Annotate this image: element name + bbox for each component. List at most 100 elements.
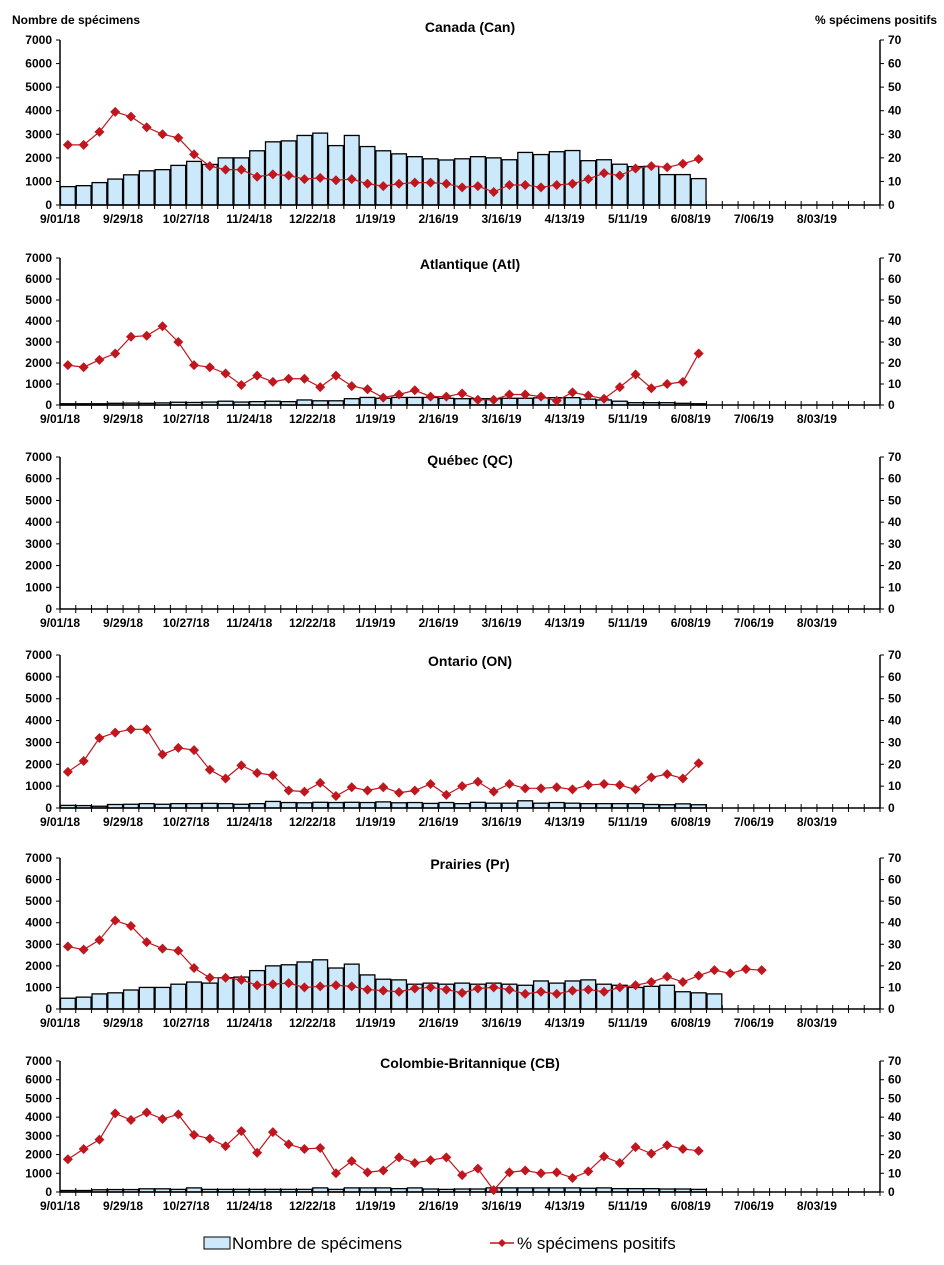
left-tick-label: 6000 (25, 670, 52, 684)
percent-marker (425, 982, 436, 993)
x-tick-label: 11/24/18 (226, 212, 272, 226)
percent-marker (330, 1168, 341, 1179)
right-tick-label: 30 (888, 335, 902, 349)
percent-marker (346, 782, 357, 793)
percent-marker (472, 181, 483, 192)
x-tick-label: 4/13/19 (545, 1016, 585, 1030)
bar (138, 986, 155, 1010)
percent-marker (551, 988, 562, 999)
bar (186, 981, 203, 1010)
percent-marker (614, 170, 625, 181)
left-tick-label: 4000 (25, 515, 52, 529)
bar (659, 173, 676, 206)
bar (122, 989, 139, 1010)
left-tick-label: 3000 (25, 127, 52, 141)
percent-marker (394, 787, 405, 798)
x-tick-label: 6/08/19 (671, 815, 711, 829)
x-tick-label: 3/16/19 (482, 616, 522, 630)
bar (122, 174, 139, 206)
percent-marker (110, 348, 121, 359)
percent-marker (189, 745, 200, 756)
percent-marker (220, 773, 231, 784)
percent-marker (173, 1109, 184, 1120)
percent-marker (504, 389, 515, 400)
percent-marker (488, 187, 499, 198)
percent-marker (677, 977, 688, 988)
percent-marker (62, 766, 73, 777)
left-tick-label: 4000 (25, 1110, 52, 1124)
right-tick-label: 10 (888, 779, 902, 793)
percent-marker (614, 382, 625, 393)
bar (59, 185, 76, 206)
percent-marker (409, 785, 420, 796)
x-tick-label: 4/13/19 (545, 616, 585, 630)
bar (564, 396, 581, 406)
x-tick-label: 1/19/19 (355, 1199, 395, 1213)
x-tick-label: 6/08/19 (671, 616, 711, 630)
percent-marker (583, 780, 594, 791)
percent-marker (267, 1127, 278, 1138)
bar (359, 801, 376, 809)
percent-marker (157, 321, 168, 332)
percent-marker (299, 174, 310, 185)
percent-marker (504, 1167, 515, 1178)
legend-bar-label: Nombre de spécimens (232, 1234, 402, 1253)
left-tick-label: 5000 (25, 80, 52, 94)
x-tick-label: 1/19/19 (355, 815, 395, 829)
left-tick-label: 6000 (25, 57, 52, 71)
percent-marker (394, 1152, 405, 1163)
bar (343, 134, 360, 206)
percent-marker (62, 139, 73, 150)
percent-marker (330, 790, 341, 801)
percent-marker (535, 391, 546, 402)
x-tick-label: 4/13/19 (545, 815, 585, 829)
x-tick-label: 9/29/18 (103, 1199, 143, 1213)
percent-marker (220, 368, 231, 379)
bar (312, 801, 329, 809)
percent-marker (630, 980, 641, 991)
percent-marker (173, 337, 184, 347)
percent-marker (62, 941, 73, 952)
x-tick-label: 3/16/19 (482, 212, 522, 226)
percent-marker (488, 394, 499, 405)
chart-title: Canada (Can) (425, 19, 515, 35)
left-tick-label: 1000 (25, 174, 52, 188)
x-tick-label: 5/11/19 (608, 815, 648, 829)
x-tick-label: 2/16/19 (418, 212, 458, 226)
percent-marker (330, 175, 341, 186)
x-tick-label: 5/11/19 (608, 1199, 648, 1213)
right-tick-label: 40 (888, 916, 902, 930)
x-tick-label: 7/06/19 (734, 1016, 774, 1030)
bar (154, 986, 171, 1010)
x-tick-label: 1/19/19 (355, 412, 395, 426)
bar (690, 177, 707, 206)
percent-marker (204, 161, 215, 172)
percent-marker (252, 171, 263, 182)
x-tick-label: 5/11/19 (608, 616, 648, 630)
percent-marker (646, 161, 657, 172)
x-tick-label: 1/19/19 (355, 1016, 395, 1030)
right-tick-label: 60 (888, 670, 902, 684)
percent-marker (362, 1167, 373, 1178)
right-tick-label: 0 (888, 1185, 895, 1199)
percent-marker (283, 373, 294, 384)
x-tick-label: 6/08/19 (671, 212, 711, 226)
bar (548, 151, 565, 206)
left-tick-label: 6000 (25, 272, 52, 286)
right-tick-label: 20 (888, 356, 902, 370)
x-tick-label: 11/24/18 (226, 412, 272, 426)
right-tick-label: 50 (888, 293, 902, 307)
percent-marker (378, 782, 389, 793)
legend-line-marker (498, 1239, 506, 1247)
x-tick-label: 9/01/18 (40, 815, 80, 829)
percent-marker (78, 944, 89, 955)
x-tick-label: 9/29/18 (103, 616, 143, 630)
left-tick-label: 3000 (25, 735, 52, 749)
right-tick-label: 70 (888, 851, 902, 865)
percent-marker (693, 154, 704, 165)
x-tick-label: 9/29/18 (103, 412, 143, 426)
percent-marker (299, 373, 310, 384)
right-tick-label: 50 (888, 894, 902, 908)
left-tick-label: 0 (45, 1002, 52, 1016)
